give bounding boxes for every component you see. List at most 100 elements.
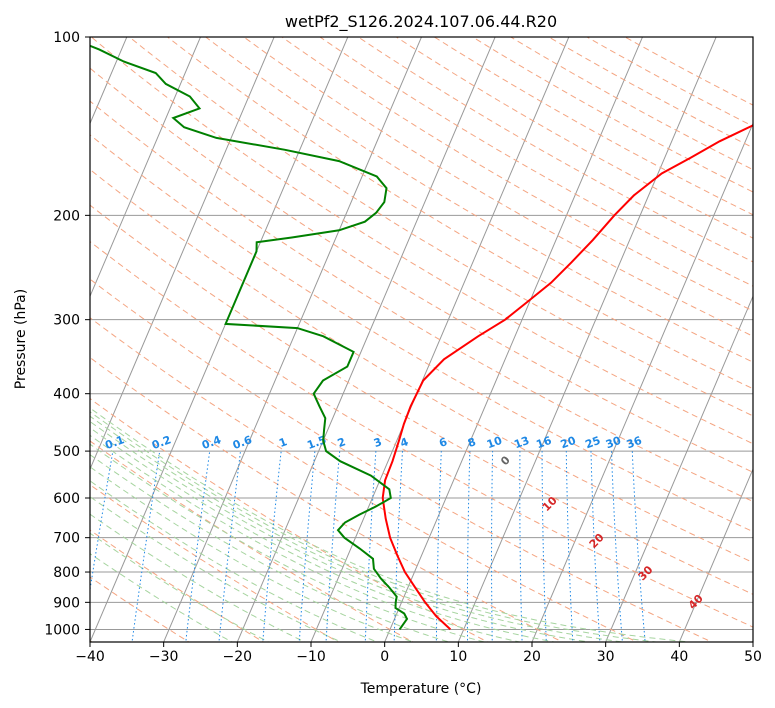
moist-adiabat	[90, 427, 558, 642]
dry-adiabat	[90, 529, 265, 642]
moist-adiabat	[90, 415, 627, 642]
dry-adiabat	[90, 134, 753, 533]
y-tick-label: 300	[53, 313, 80, 329]
mixing-ratio-label: 1	[277, 435, 289, 450]
dry-adiabat	[90, 241, 753, 628]
axes: −40 −30 −20 −10 0 10 20 30 40 5010020030040050060…	[44, 30, 762, 665]
dry-adiabat	[90, 204, 753, 595]
mixing-ratio-label: 0.6	[231, 433, 254, 452]
dry-adiabat	[90, 317, 639, 642]
chart-title: wetPf2_S126.2024.107.06.44.R20	[285, 12, 557, 32]
moist-adiabat	[90, 496, 343, 642]
plot-frame	[89, 36, 754, 643]
moist-adiabat-label: 20	[587, 531, 607, 551]
dry-adiabat	[357, 37, 753, 263]
y-axis-label: Pressure (hPa)	[13, 289, 29, 389]
mixing-ratio-label: 0.4	[200, 433, 223, 452]
mixing-ratio-label: 10	[485, 434, 504, 452]
mixing-ratio-line	[298, 451, 316, 642]
mixing-ratio-label: 25	[583, 434, 602, 451]
mixing-ratio-line	[185, 451, 211, 642]
mixing-ratio-label: 36	[625, 434, 644, 452]
x-tick-label: 20	[523, 649, 541, 665]
mixing-ratio-label: 8	[466, 435, 478, 450]
dry-adiabat	[319, 37, 753, 287]
mixing-ratio-line	[565, 451, 574, 642]
x-tick-label: −10	[296, 649, 326, 665]
temperature-profile-line	[381, 124, 753, 631]
mixing-ratio-line	[541, 451, 547, 642]
mixing-ratio-label: 20	[559, 434, 578, 452]
dry-adiabat	[585, 37, 753, 127]
isotherm-gridline	[310, 37, 570, 642]
dry-adiabat	[204, 37, 753, 363]
mixing-ratio-label: 0.1	[103, 433, 126, 452]
x-tick-label: −40	[75, 649, 105, 665]
y-tick-label: 1000	[44, 622, 80, 638]
x-axis-label: Temperature (°C)	[360, 681, 482, 697]
moist-adiabat	[90, 420, 592, 642]
moist-adiabat	[90, 553, 233, 642]
isotherm-gridline	[0, 24, 59, 645]
y-tick-label: 600	[53, 491, 80, 507]
x-tick-label: 30	[597, 649, 615, 665]
moist-adiabat	[90, 407, 695, 642]
mixing-ratio-label: 4	[399, 435, 411, 450]
mixing-ratio-line	[218, 451, 241, 642]
isotherm-gridline	[90, 37, 349, 642]
dry-adiabat	[509, 37, 753, 171]
mixing-ratio-line	[466, 451, 471, 642]
isotherm-gridline	[384, 37, 644, 642]
isotherm-gridline	[752, 640, 753, 642]
mixing-ratio-line	[393, 451, 403, 642]
dry-adiabat	[281, 37, 753, 312]
mixing-ratio-label: 0.2	[150, 433, 173, 452]
dry-adiabat	[90, 168, 753, 564]
dry-adiabat	[166, 37, 753, 390]
isotherm-gridline	[236, 37, 496, 642]
y-tick-label: 200	[53, 208, 80, 224]
x-tick-label: 10	[449, 649, 467, 665]
x-tick-label: 0	[380, 649, 389, 665]
dry-adiabat-label: -10	[40, 506, 63, 529]
y-tick-label: 400	[53, 387, 80, 403]
mixing-ratio-line	[631, 451, 646, 642]
y-tick-label: 500	[53, 444, 80, 460]
dry-adiabat	[90, 484, 340, 642]
x-tick-label: −30	[149, 649, 179, 665]
moist-adiabat	[90, 480, 379, 642]
x-tick-label: −20	[223, 649, 253, 665]
moist-adiabat	[90, 454, 451, 642]
isotherm-gridline	[90, 37, 275, 471]
isotherm-gridline	[90, 37, 202, 298]
mixing-ratio-label: 13	[512, 434, 531, 451]
moist-adiabat	[90, 532, 270, 642]
plot-area: 0.10.20.40.611.52346810131620253036-100-…	[0, 24, 753, 645]
y-tick-label: 100	[53, 30, 80, 46]
y-tick-label: 700	[53, 531, 80, 547]
mixing-ratio-line	[590, 451, 601, 642]
moist-adiabat-label: 0	[498, 453, 513, 468]
dry-adiabat	[90, 440, 414, 642]
moist-adiabat-label: 40	[686, 592, 706, 612]
x-tick-label: 40	[670, 649, 688, 665]
mixing-ratio-line	[364, 451, 377, 642]
mixing-ratio-label: 30	[604, 434, 623, 452]
moist-adiabat	[90, 466, 415, 642]
mixing-ratio-label: 16	[535, 434, 554, 452]
x-tick-label: 50	[744, 649, 762, 665]
mixing-ratio-label: 3	[372, 435, 384, 450]
isotherm-gridline	[605, 295, 753, 642]
mixing-ratio-label: 6	[437, 435, 449, 450]
mixing-ratio-label: 2	[336, 435, 348, 450]
isotherm-gridline	[678, 467, 753, 642]
dry-adiabat	[90, 356, 564, 642]
mixing-ratio-line	[435, 451, 442, 642]
moist-adiabat	[90, 411, 661, 642]
dry-adiabat	[242, 37, 753, 337]
mixing-ratio-line	[262, 451, 282, 642]
dry-adiabat	[90, 67, 753, 473]
mixing-ratio-line	[519, 451, 523, 642]
moist-adiabat	[90, 443, 487, 642]
